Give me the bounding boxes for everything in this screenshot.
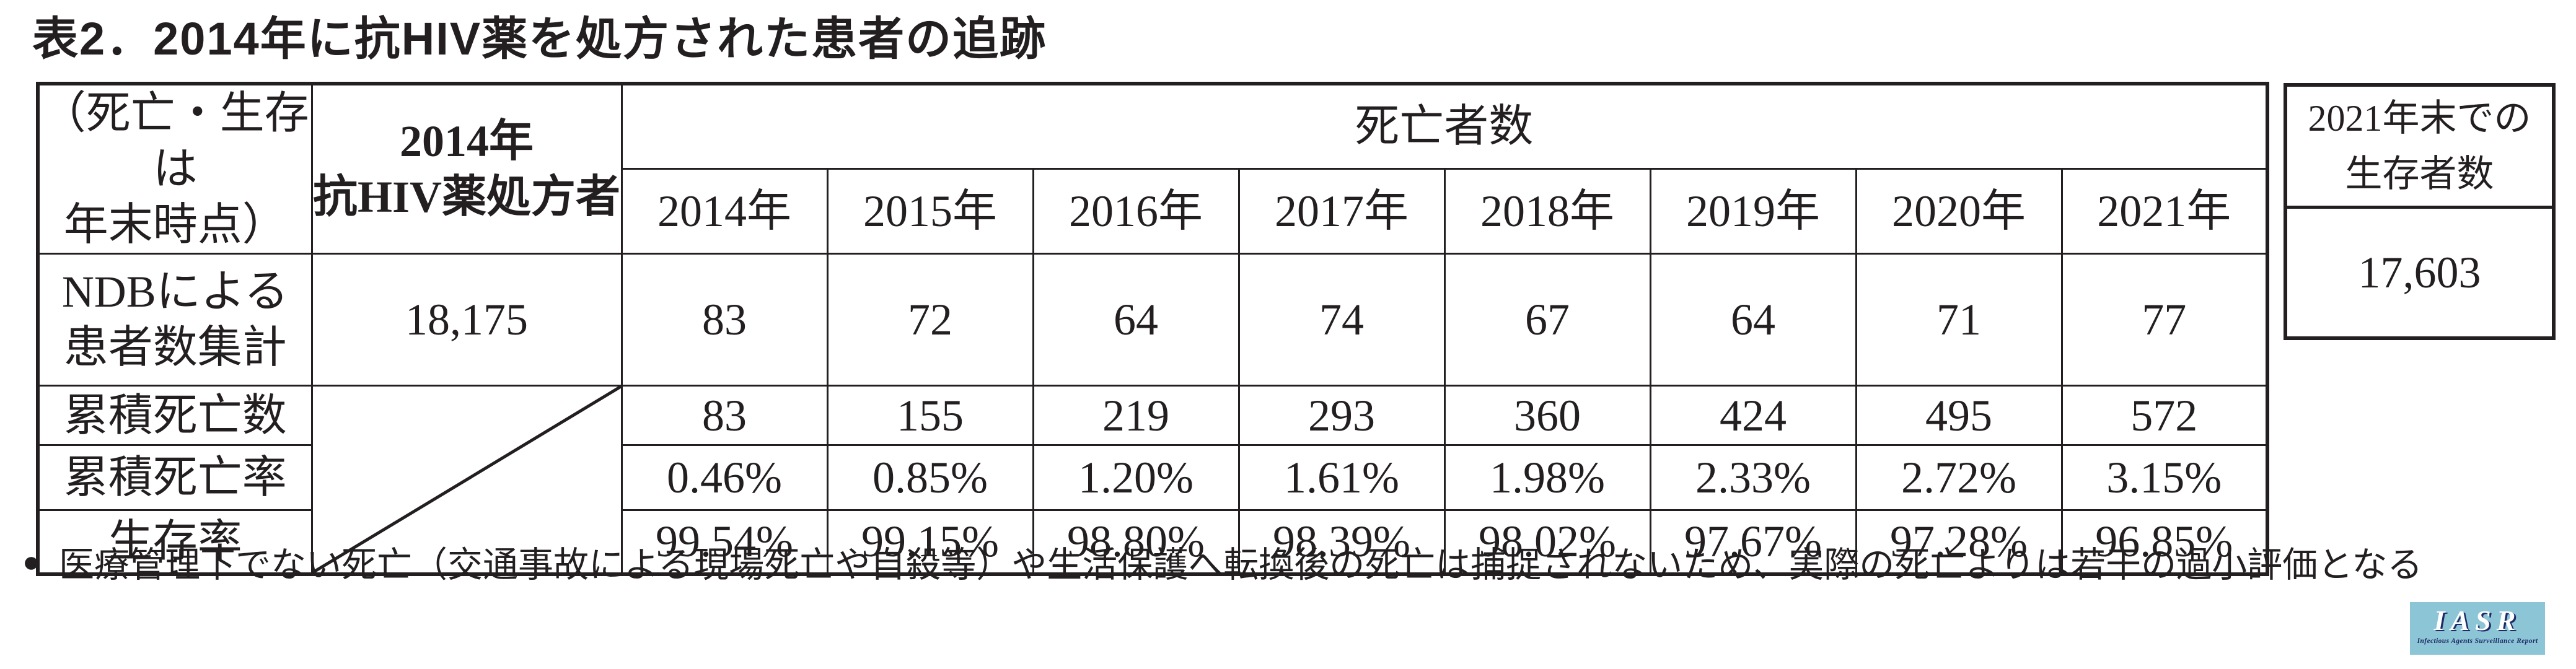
survival-rate-2014: 99.54% bbox=[620, 509, 829, 575]
iasr-logo: IASR Infectious Agents Surveillance Repo… bbox=[2410, 602, 2545, 655]
ndb-row-label-cell: NDBによる 患者数集計 bbox=[37, 253, 313, 387]
footnote: ● 医療管理下でない死亡（交通事故による現場死亡や自殺等）や生活保護へ転換後の死… bbox=[19, 536, 2422, 587]
cumulative-death-rate-label-cell: 累積死亡率 bbox=[37, 444, 313, 511]
cumulative-deaths-2018: 360 bbox=[1443, 384, 1651, 447]
cumulative-deaths-label-cell: 累積死亡数 bbox=[37, 384, 313, 447]
corner-header-line2: 年末時点） bbox=[63, 200, 287, 250]
prescribed-2014-header-cell: 2014年 抗HIV薬処方者 bbox=[310, 82, 623, 255]
ndb-label-line1: NDBによる bbox=[61, 267, 289, 317]
tracking-table: （死亡・生存は 年末時点） 2014年 抗HIV薬処方者 死亡者数 2014年 … bbox=[36, 82, 2269, 576]
year-header-2017: 2017年 bbox=[1237, 167, 1446, 255]
iasr-logo-text: IASR bbox=[2433, 605, 2521, 636]
cumulative-death-rate-2015: 0.85% bbox=[826, 444, 1034, 511]
footnote-text: 医療管理下でない死亡（交通事故による現場死亡や自殺等）や生活保護へ転換後の死亡は… bbox=[59, 546, 2423, 585]
year-header-2019: 2019年 bbox=[1649, 167, 1857, 255]
ndb-label-line2: 患者数集計 bbox=[63, 323, 287, 372]
survivors-2021-header-line2: 生存者数 bbox=[2345, 154, 2494, 195]
year-header-2014: 2014年 bbox=[620, 167, 829, 255]
corner-header-line1: （死亡・生存は bbox=[41, 89, 309, 194]
cumulative-deaths-2015: 155 bbox=[826, 384, 1034, 447]
cumulative-death-rate-2016: 1.20% bbox=[1032, 444, 1240, 511]
cumulative-deaths-2021: 572 bbox=[2060, 384, 2269, 447]
survival-rate-2017: 98.39% bbox=[1237, 509, 1446, 575]
ndb-deaths-2014: 83 bbox=[620, 253, 829, 387]
page-title: 表2．2014年に抗HIV薬を処方された患者の追跡 bbox=[32, 13, 1047, 64]
survival-rate-2021: 96.85% bbox=[2060, 509, 2269, 575]
survival-rate-2016: 98.80% bbox=[1032, 509, 1240, 575]
diagonal-line-icon bbox=[314, 387, 620, 572]
deaths-count-header-cell: 死亡者数 bbox=[620, 82, 2269, 170]
survivors-2021-header-line1: 2021年末での bbox=[2308, 98, 2531, 139]
cumulative-deaths-2016: 219 bbox=[1032, 384, 1240, 447]
cumulative-death-rate-2014: 0.46% bbox=[620, 444, 829, 511]
cumulative-deaths-2014: 83 bbox=[620, 384, 829, 447]
year-header-2018: 2018年 bbox=[1443, 167, 1651, 255]
year-header-2020: 2020年 bbox=[1855, 167, 2063, 255]
cumulative-death-rate-2021: 3.15% bbox=[2060, 444, 2269, 511]
survival-rate-2020: 97.28% bbox=[1855, 509, 2063, 575]
ndb-deaths-2016: 64 bbox=[1032, 253, 1240, 387]
ndb-deaths-2018: 67 bbox=[1443, 253, 1651, 387]
prescribed-total-cell: 18,175 bbox=[310, 253, 623, 387]
corner-header-cell: （死亡・生存は 年末時点） bbox=[37, 82, 313, 255]
prescribed-2014-header-line1: 2014年 bbox=[399, 116, 534, 166]
survivors-2021-box: 2021年末での 生存者数 17,603 bbox=[2284, 83, 2556, 340]
diagonal-empty-cell bbox=[310, 385, 623, 575]
footnote-bullet-icon: ● bbox=[22, 545, 40, 579]
ndb-deaths-2015: 72 bbox=[826, 253, 1034, 387]
survival-rate-label-cell: 生存率 bbox=[37, 509, 313, 575]
survival-rate-2015: 99.15% bbox=[826, 509, 1034, 575]
cumulative-death-rate-2019: 2.33% bbox=[1649, 444, 1857, 511]
prescribed-2014-header-line2: 抗HIV薬処方者 bbox=[312, 172, 621, 222]
ndb-deaths-2021: 77 bbox=[2060, 253, 2269, 387]
year-header-2015: 2015年 bbox=[826, 167, 1034, 255]
cumulative-death-rate-2017: 1.61% bbox=[1237, 444, 1446, 511]
year-header-2021: 2021年 bbox=[2060, 167, 2269, 255]
ndb-deaths-2020: 71 bbox=[1855, 253, 2063, 387]
cumulative-deaths-2020: 495 bbox=[1855, 384, 2063, 447]
ndb-deaths-2017: 74 bbox=[1237, 253, 1446, 387]
iasr-logo-subtext: Infectious Agents Surveillance Report bbox=[2417, 637, 2538, 645]
ndb-deaths-2019: 64 bbox=[1649, 253, 1857, 387]
cumulative-death-rate-2020: 2.72% bbox=[1855, 444, 2063, 511]
survivors-2021-value: 17,603 bbox=[2358, 247, 2481, 297]
survival-rate-2019: 97.67% bbox=[1649, 509, 1857, 575]
cumulative-deaths-2017: 293 bbox=[1237, 384, 1446, 447]
year-header-2016: 2016年 bbox=[1032, 167, 1240, 255]
cumulative-death-rate-2018: 1.98% bbox=[1443, 444, 1651, 511]
survivors-2021-header: 2021年末での 生存者数 bbox=[2287, 87, 2552, 209]
cumulative-deaths-2019: 424 bbox=[1649, 384, 1857, 447]
survival-rate-2018: 98.02% bbox=[1443, 509, 1651, 575]
